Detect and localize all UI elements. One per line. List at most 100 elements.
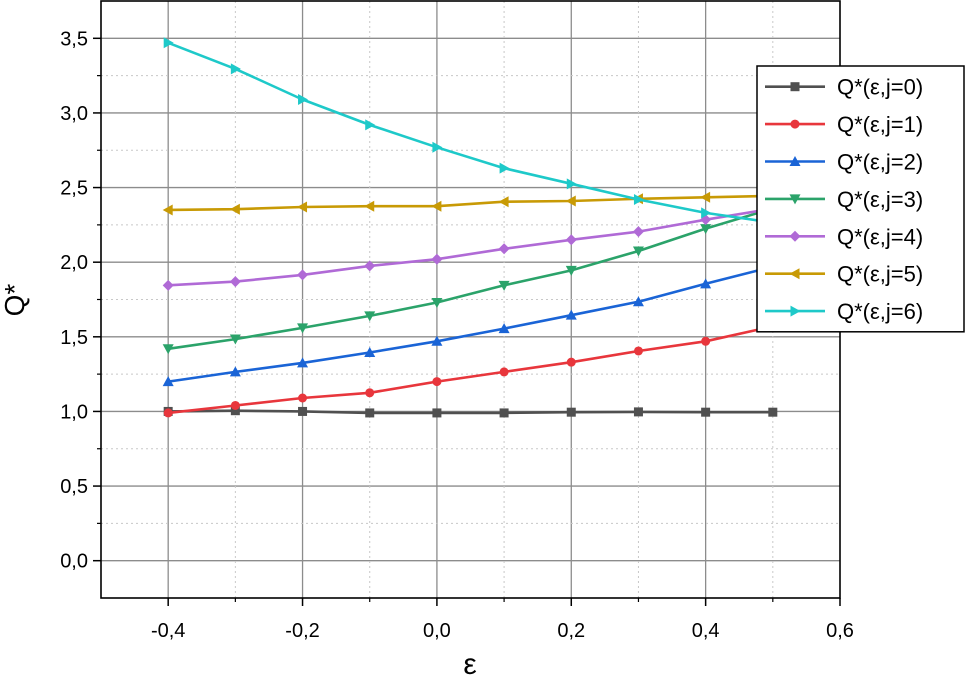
data-point <box>432 408 442 418</box>
data-point <box>431 253 443 265</box>
data-point <box>365 119 376 131</box>
data-point <box>499 367 509 377</box>
y-axis-label: Q* <box>0 284 30 317</box>
series-line-2 <box>168 265 774 383</box>
data-point <box>162 344 174 355</box>
legend-item-6: Q*(ε,j=6) <box>765 299 923 324</box>
series-6 <box>163 37 779 229</box>
data-point <box>432 141 443 153</box>
y-tick-label: 1,0 <box>60 401 88 423</box>
data-point <box>229 276 241 288</box>
legend-label: Q*(ε,j=5) <box>837 262 923 287</box>
legend-item-3: Q*(ε,j=3) <box>765 187 923 212</box>
data-point <box>230 63 241 75</box>
series-4 <box>162 202 779 291</box>
series-line-0 <box>168 409 773 415</box>
data-point <box>431 200 442 212</box>
legend-marker <box>789 230 801 242</box>
data-point <box>230 406 240 416</box>
data-point <box>566 357 576 367</box>
x-tick-label: -0,4 <box>151 620 185 642</box>
legend-marker <box>789 194 801 205</box>
x-tick-label: 0,0 <box>423 620 451 642</box>
data-point <box>498 196 509 208</box>
x-axis-label: ε <box>463 648 476 679</box>
data-point <box>566 407 576 417</box>
data-point <box>632 246 644 257</box>
legend-label: Q*(ε,j=0) <box>837 75 923 100</box>
series-line-5 <box>168 194 773 212</box>
data-point <box>229 366 241 377</box>
series-1 <box>163 321 778 418</box>
legend-item-2: Q*(ε,j=2) <box>765 150 923 175</box>
data-point <box>229 203 240 215</box>
x-tick-label: 0,6 <box>826 620 854 642</box>
y-tick-label: 3,0 <box>60 103 88 125</box>
series-0 <box>163 406 778 418</box>
legend-marker <box>789 268 800 280</box>
data-point <box>229 334 241 345</box>
data-point <box>365 388 375 398</box>
legend-label: Q*(ε,j=4) <box>837 224 923 249</box>
legend: Q*(ε,j=0) Q*(ε,j=1) Q*(ε,j=2) Q*(ε,j=3) Q*(ε… <box>756 65 965 333</box>
data-point <box>566 178 577 190</box>
legend-label: Q*(ε,j=1) <box>837 112 923 137</box>
data-point <box>700 191 711 203</box>
data-point <box>364 311 376 322</box>
legend-item-1: Q*(ε,j=1) <box>765 112 923 137</box>
legend-label: Q*(ε,j=2) <box>837 150 923 175</box>
data-point <box>498 280 510 291</box>
series-line-4 <box>168 207 774 287</box>
data-point <box>633 407 643 417</box>
data-point <box>163 37 174 49</box>
data-point <box>297 201 308 213</box>
data-point <box>565 195 576 207</box>
data-point <box>162 204 173 216</box>
data-point <box>230 400 240 410</box>
data-point <box>565 234 577 246</box>
data-point <box>632 226 644 238</box>
series-line-1 <box>168 325 774 415</box>
data-point <box>633 194 644 206</box>
data-point <box>364 260 376 272</box>
data-point <box>364 346 376 357</box>
legend-marker <box>790 305 801 317</box>
y-tick-label: 0,0 <box>60 551 88 573</box>
data-point <box>162 279 174 291</box>
data-point <box>297 357 309 368</box>
data-point <box>431 297 443 308</box>
data-point <box>162 376 174 387</box>
y-tick-label: 0,5 <box>60 476 88 498</box>
y-tick-label: 2,0 <box>60 252 88 274</box>
series-line-3 <box>168 207 774 351</box>
series-group <box>162 37 779 418</box>
series-5 <box>162 190 778 216</box>
data-point <box>768 407 778 417</box>
legend-marker <box>789 156 801 166</box>
data-point <box>499 162 510 174</box>
legend-label: Q*(ε,j=3) <box>837 187 923 212</box>
data-point <box>701 407 711 417</box>
x-tick-label: -0,2 <box>285 620 319 642</box>
data-point <box>364 200 375 212</box>
ticks: -0,4 -0,2 0,0 0,2 0,4 0,6 0,0 0,5 1,0 1,5 2,0 2,5 3,… <box>60 28 854 642</box>
data-point <box>565 309 577 320</box>
data-point <box>565 265 577 276</box>
y-tick-label: 3,5 <box>60 28 88 50</box>
data-point <box>431 335 443 346</box>
legend-marker <box>790 119 800 129</box>
legend-marker <box>790 82 800 92</box>
x-tick-label: 0,2 <box>557 620 585 642</box>
data-point <box>297 269 309 281</box>
legend-label: Q*(ε,j=6) <box>837 299 923 324</box>
data-point <box>700 224 712 235</box>
data-point <box>701 207 712 219</box>
data-point <box>163 408 173 418</box>
data-point <box>633 346 643 356</box>
data-point <box>432 377 442 387</box>
data-point <box>298 94 309 106</box>
data-point <box>298 406 308 416</box>
data-point <box>700 278 712 289</box>
